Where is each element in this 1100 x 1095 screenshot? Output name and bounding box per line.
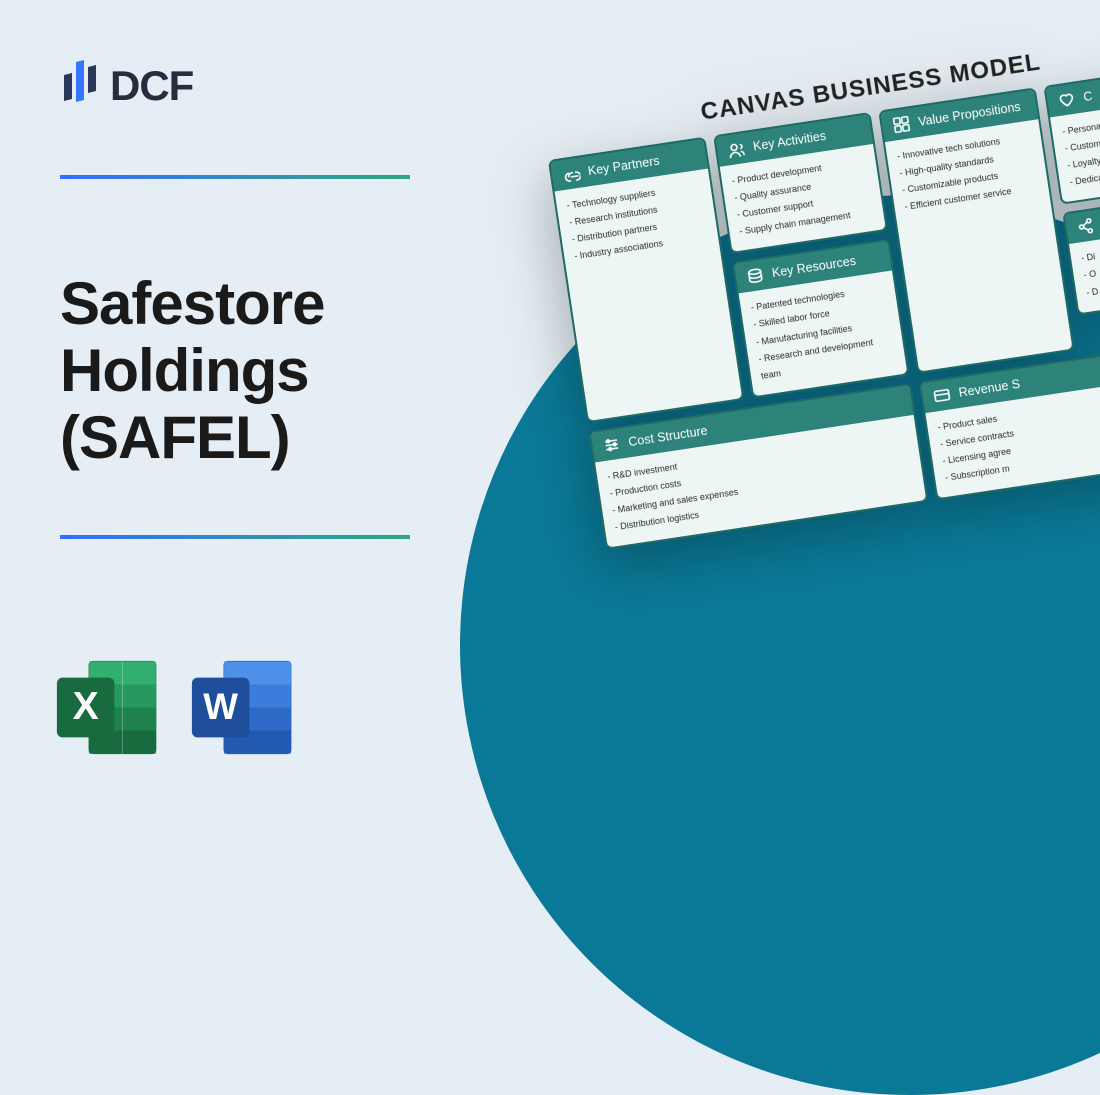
block-value-propositions: Value Propositions Innovative tech solut… [878,87,1075,373]
sliders-icon [601,434,621,454]
card-icon [932,385,952,405]
share-icon [1075,217,1095,237]
block-customer-relationships: C PersonalizeCustomerLoyalty pDedica [1043,63,1100,206]
dcf-logo-text: DCF [110,62,193,110]
svg-text:X: X [73,685,99,728]
block-label: Key Activities [752,129,827,154]
page-title: Safestore Holdings (SAFEL) [60,270,480,472]
grid-icon [891,114,911,134]
block-key-resources: Key Resources Patented technologiesSkill… [732,239,910,398]
app-icons: X W [50,650,300,765]
block-label: C [1082,89,1093,104]
divider-bottom [60,535,410,539]
dcf-logo: DCF [60,58,193,114]
block-label: Key Partners [587,154,661,179]
heart-icon [1056,90,1076,110]
svg-text:W: W [203,686,238,727]
link-icon [561,164,581,184]
word-icon: W [185,650,300,765]
dcf-logo-icon [60,58,100,114]
divider-top [60,175,410,179]
database-icon [745,266,765,286]
block-key-activities: Key Activities Product developmentQualit… [713,112,888,255]
canvas-mockup: CANVAS BUSINESS MODEL Key Partners Techn… [542,25,1100,550]
block-label: Revenue S [958,377,1021,400]
block-label: Key Resources [771,254,857,280]
block-label: Cost Structure [627,423,708,449]
block-channels: DiOD [1062,190,1100,316]
excel-icon: X [50,650,165,765]
people-icon [726,139,746,159]
